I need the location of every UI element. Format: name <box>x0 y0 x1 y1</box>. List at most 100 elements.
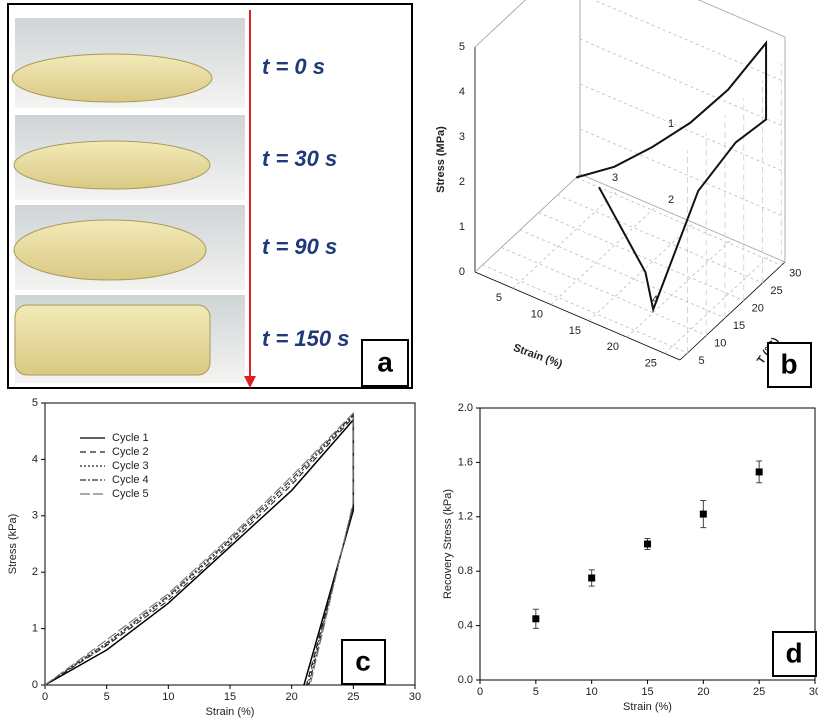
z-tick-label: 10 <box>714 337 726 349</box>
grid-line <box>512 190 619 289</box>
annotation: 3 <box>612 172 618 184</box>
arrow-head <box>244 376 256 388</box>
legend-label: Cycle 2 <box>112 446 149 458</box>
point <box>699 510 707 518</box>
z-tick-label: 20 <box>752 302 764 314</box>
y-tick-label: 0 <box>32 679 38 691</box>
panel-label-box <box>772 631 817 677</box>
axis-line <box>679 261 786 361</box>
legend-label: Cycle 1 <box>112 432 149 444</box>
grid-line <box>501 247 707 336</box>
y-tick-label: 0 <box>459 266 465 278</box>
point <box>588 574 596 582</box>
grid-line <box>579 128 786 218</box>
annotation: 4 <box>652 294 658 306</box>
grid-line <box>697 0 786 38</box>
panel-label: c <box>355 645 371 676</box>
x-tick-label: 30 <box>409 691 421 703</box>
y-tick-label: 2 <box>32 566 38 578</box>
x-tick-label: 10 <box>162 691 174 703</box>
data-line <box>44 411 354 686</box>
x-tick-label: 20 <box>607 341 619 353</box>
x-tick-label: 25 <box>645 357 657 369</box>
legend-label: Cycle 3 <box>112 460 149 472</box>
grid-line <box>519 229 726 319</box>
caption: t = 0 s <box>262 54 325 79</box>
grid-line <box>579 38 786 128</box>
wall-edge <box>474 0 526 48</box>
panel-label-box <box>767 342 812 388</box>
data-line <box>575 40 768 313</box>
y-tick-label: 1.2 <box>458 511 473 523</box>
wall-edge <box>474 173 581 273</box>
grid-line <box>576 177 782 266</box>
grid-line <box>588 222 695 322</box>
x-tick-label: 20 <box>286 691 298 703</box>
point <box>644 540 651 548</box>
y-tick-label: 3 <box>459 131 465 143</box>
panel-label-box <box>361 339 409 387</box>
x-tick-label: 20 <box>697 686 709 698</box>
x-tick-label: 25 <box>347 691 359 703</box>
grid-line <box>482 264 688 354</box>
wall-edge <box>697 0 786 38</box>
photo-panel: t = 0 s t = 30 s t = 90 s t = 150 s a <box>7 3 413 389</box>
data-line <box>44 415 354 686</box>
x-axis-title: Strain (%) <box>512 342 565 371</box>
legend-label: Cycle 4 <box>112 474 149 486</box>
x-tick-label: 30 <box>809 686 818 698</box>
x-tick-label: 25 <box>753 686 765 698</box>
axis-line <box>474 271 681 361</box>
x-tick-label: 5 <box>104 691 110 703</box>
z-tick-label: 5 <box>698 355 704 367</box>
y-tick-label: 4 <box>32 453 38 465</box>
data-line <box>44 412 354 686</box>
annotation: 2 <box>668 194 674 206</box>
y-tick-label: 0.4 <box>458 620 473 632</box>
x-axis-title: Strain (%) <box>623 701 672 713</box>
panel-label: a <box>377 346 393 377</box>
panel-label-box <box>341 639 386 685</box>
y-tick-label: 1.6 <box>458 456 473 468</box>
wall-edge <box>579 173 786 263</box>
y-tick-label: 5 <box>459 41 465 53</box>
point <box>532 615 540 623</box>
grid-line <box>557 194 763 284</box>
y-tick-label: 1 <box>459 221 465 233</box>
z-tick-label: 30 <box>789 267 801 279</box>
x-tick-label: 15 <box>224 691 236 703</box>
x-tick-label: 15 <box>641 686 653 698</box>
grid-line <box>579 83 786 173</box>
legend-label: Cycle 5 <box>112 488 149 500</box>
x-tick-label: 10 <box>586 686 598 698</box>
y-axis-title: Stress (MPa) <box>435 126 447 193</box>
z-tick-label: 15 <box>733 320 745 332</box>
grid-line <box>538 212 744 301</box>
y-tick-label: 2.0 <box>458 402 473 414</box>
y-axis-title: Recovery Stress (kPa) <box>442 489 454 599</box>
y-tick-label: 4 <box>459 86 465 98</box>
caption: t = 150 s <box>262 326 349 351</box>
grid-line <box>550 206 657 305</box>
panel-label: b <box>780 348 797 379</box>
grid-line <box>592 0 786 83</box>
data-line <box>44 414 354 686</box>
caption: t = 90 s <box>262 234 337 259</box>
x-tick-label: 15 <box>569 325 581 337</box>
annotation: 1 <box>668 118 674 130</box>
y-tick-label: 0.8 <box>458 565 473 577</box>
y-tick-label: 5 <box>32 397 38 409</box>
y-tick-label: 2 <box>459 176 465 188</box>
y-axis-title: Stress (kPa) <box>7 514 19 575</box>
x-tick-label: 5 <box>533 686 539 698</box>
y-tick-label: 3 <box>32 510 38 522</box>
grid-line <box>579 173 786 263</box>
x-tick-label: 0 <box>477 686 483 698</box>
photo <box>11 18 245 383</box>
grid-line <box>626 238 733 338</box>
x-tick-label: 5 <box>496 292 502 304</box>
y-tick-label: 1 <box>32 623 38 635</box>
point <box>755 468 763 476</box>
y-tick-label: 0.0 <box>458 674 473 686</box>
